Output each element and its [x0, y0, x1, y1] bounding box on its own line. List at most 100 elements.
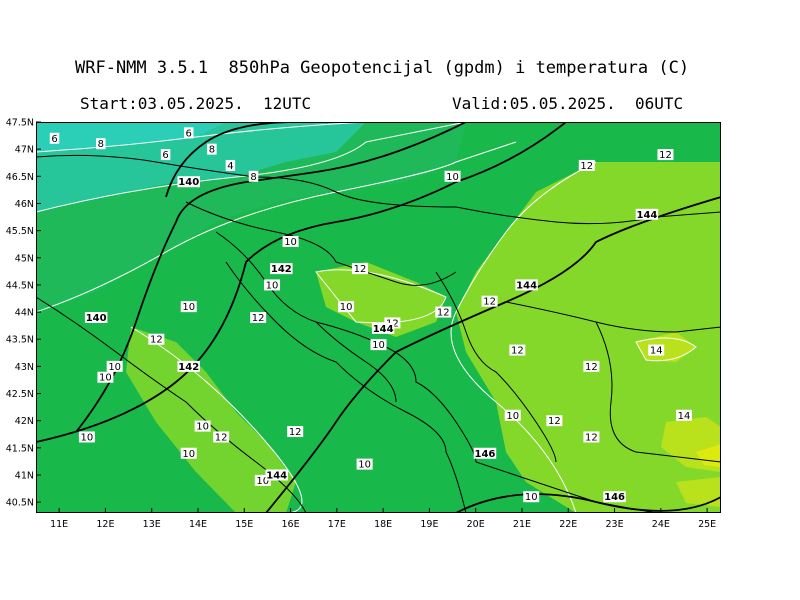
temp-label: 10	[182, 302, 195, 313]
temp-label-bg	[49, 132, 60, 144]
temp-label-bg	[509, 344, 526, 356]
lon-tick-label: 17E	[328, 519, 346, 530]
lon-tick-label: 22E	[559, 519, 577, 530]
lat-tick-label: 44N	[15, 308, 34, 319]
geo-label-bg	[84, 312, 108, 323]
temp-label: 12	[354, 264, 367, 275]
lat-tick-label: 42N	[15, 416, 34, 427]
temp-label-bg	[97, 371, 114, 383]
geo-label-bg	[265, 469, 288, 481]
temp-label: 12	[511, 346, 524, 357]
temp-label: 10	[372, 340, 385, 351]
lon-tick-label: 16E	[282, 519, 300, 530]
temp-label: 10	[108, 362, 121, 373]
lon-tick-label: 19E	[420, 519, 438, 530]
lat-tick-label: 41.5N	[6, 443, 34, 454]
lat-tick-label: 44.5N	[6, 280, 34, 291]
lat-tick-label: 43.5N	[6, 335, 34, 346]
temp-label: 12	[252, 313, 265, 324]
temp-label: 12	[580, 161, 593, 172]
temp-label-bg	[160, 149, 171, 161]
lon-tick-label: 13E	[143, 519, 161, 530]
lat-tick-label: 47N	[15, 145, 34, 156]
lat-tick-label: 45N	[15, 253, 34, 264]
temp-band-12-east	[456, 162, 721, 513]
geo-label: 146	[475, 449, 496, 460]
geo-label: 142	[178, 362, 199, 373]
temp-label: 12	[659, 150, 672, 161]
map-title: WRF-NMM 3.5.1 850hPa Geopotencijal (gpdm…	[75, 58, 690, 78]
geo-label: 144	[637, 210, 658, 221]
valid-time: Valid:05.05.2025. 06UTC	[452, 94, 684, 113]
lon-tick-label: 15E	[235, 519, 253, 530]
lon-tick-label: 11E	[50, 519, 68, 530]
geo-label: 144	[266, 470, 287, 481]
temp-label: 12	[215, 432, 228, 443]
temp-label-bg	[338, 301, 355, 313]
temp-label: 6	[51, 134, 57, 145]
temp-label: 10	[81, 432, 94, 443]
temp-label-bg	[435, 306, 452, 318]
temp-label-bg	[207, 143, 217, 155]
lat-tick-label: 41N	[15, 470, 34, 481]
temp-label-bg	[287, 426, 304, 438]
temp-label-bg	[106, 360, 123, 372]
temp-label: 4	[227, 161, 233, 172]
geo-label-bg	[371, 322, 395, 334]
temp-label: 10	[196, 422, 209, 433]
temp-label-bg	[180, 447, 197, 459]
geo-label-bg	[270, 263, 293, 275]
temp-label-bg	[356, 458, 373, 470]
geo-label: 146	[604, 492, 625, 503]
temp-label-bg	[264, 279, 281, 291]
lat-tick-label: 42.5N	[6, 389, 34, 400]
temp-label-bg	[248, 170, 259, 182]
temp-label-bg	[96, 138, 106, 150]
lon-tick-label: 14E	[189, 519, 207, 530]
temp-label: 10	[266, 280, 279, 291]
temp-label-bg	[282, 235, 299, 247]
temp-label: 10	[506, 411, 519, 422]
temp-label-bg	[583, 431, 600, 443]
lon-tick-label: 12E	[96, 519, 114, 530]
temp-label-bg	[194, 420, 211, 432]
temp-label: 12	[585, 432, 598, 443]
temp-label-bg	[578, 159, 595, 171]
temp-label: 10	[358, 460, 371, 471]
lat-tick-label: 45.5N	[6, 226, 34, 237]
temp-label-bg	[183, 127, 194, 139]
start-time: Start:03.05.2025. 12UTC	[80, 94, 312, 113]
temp-label: 10	[340, 302, 353, 313]
geo-label: 142	[271, 264, 292, 275]
temp-label-bg	[370, 339, 387, 351]
temp-label-bg	[250, 312, 267, 323]
lat-tick-label: 47.5N	[6, 118, 34, 129]
temp-label-bg	[351, 263, 368, 275]
geopotential-labels: 140 142 140 142 144 144 144 146 144 146	[84, 176, 659, 503]
geo-label-bg	[515, 279, 538, 291]
temp-label: 12	[483, 297, 496, 308]
weather-map: 6868648101212101210101012121212121012141…	[36, 122, 721, 513]
temperature-labels: 6868648101212101210101012121212121012141…	[49, 127, 692, 503]
temp-label: 10	[446, 172, 459, 183]
temp-label-bg	[225, 159, 236, 171]
geo-label-bg	[473, 447, 497, 459]
temp-band-12-central	[316, 262, 446, 337]
geopotential-contours	[36, 122, 721, 513]
temp-label: 8	[209, 145, 215, 156]
temp-label: 12	[437, 308, 450, 319]
temp-band-4	[36, 122, 226, 152]
geo-label: 140	[86, 313, 107, 324]
lon-tick-label: 25E	[698, 519, 716, 530]
temp-label: 10	[99, 373, 112, 384]
geo-label-bg	[635, 208, 659, 220]
temp-label-bg	[481, 295, 498, 307]
geo-label: 144	[373, 324, 394, 335]
lon-tick-label: 24E	[652, 519, 670, 530]
temp-label: 8	[250, 172, 256, 183]
temp-band-12-italy	[126, 327, 296, 513]
temp-label: 10	[284, 237, 297, 248]
geo-label-bg	[177, 360, 200, 372]
temp-label: 6	[186, 128, 192, 139]
lon-tick-label: 23E	[606, 519, 624, 530]
